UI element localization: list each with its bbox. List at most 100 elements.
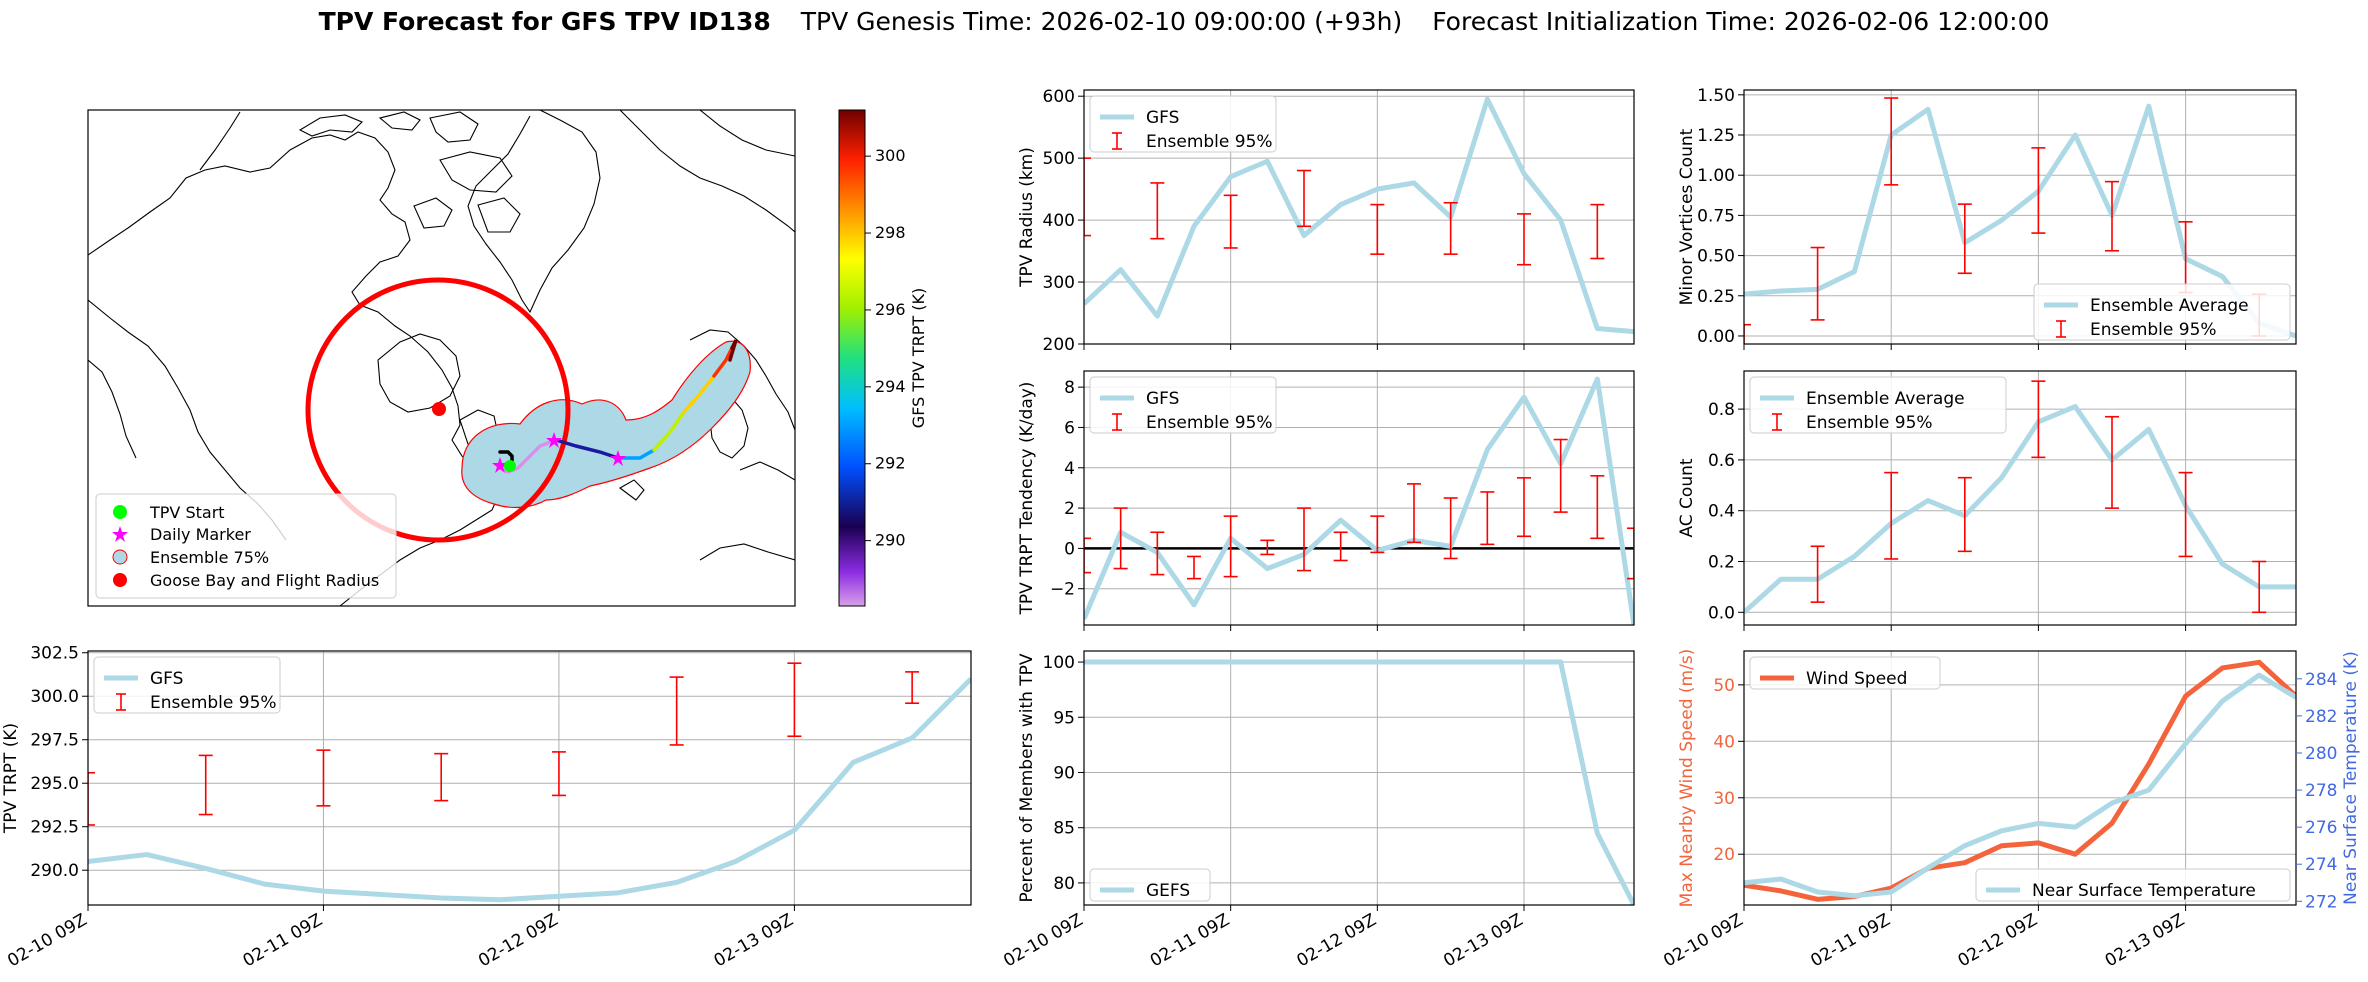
y-tick-label: 1.25 bbox=[1697, 126, 1735, 146]
y-tick-label: 1.50 bbox=[1697, 86, 1735, 106]
series-line-ensemble-average bbox=[1744, 103, 2296, 339]
y-tick-label: 297.5 bbox=[30, 731, 79, 751]
legend-errorbar-icon bbox=[1112, 132, 1122, 150]
series-line-ensemble-average bbox=[1744, 404, 2296, 615]
daily-marker bbox=[492, 457, 508, 473]
legend-box bbox=[1749, 656, 1941, 690]
y2-axis-label: Near Surface Temperature (K) bbox=[2341, 651, 2361, 905]
legend-box bbox=[93, 656, 281, 714]
error-bar bbox=[1223, 515, 1238, 578]
y-tick-label: 500 bbox=[1043, 149, 1075, 169]
map-frame bbox=[87, 109, 796, 607]
series-line-wind-speed bbox=[1744, 659, 2296, 902]
x-tick-label: 02-10 09Z bbox=[4, 910, 90, 971]
error-bar bbox=[1297, 507, 1311, 572]
y2-tick-label: 274 bbox=[2305, 855, 2337, 875]
error-bar bbox=[1297, 169, 1311, 228]
error-bar bbox=[2252, 560, 2267, 614]
y-tick-label: 40 bbox=[1713, 732, 1735, 752]
legend: GEFS bbox=[1089, 868, 1211, 902]
y2-tick-label: 284 bbox=[2305, 670, 2337, 690]
legend: Ensemble Average Ensemble 95% bbox=[1749, 376, 2007, 434]
y-tick-label: 30 bbox=[1713, 789, 1735, 809]
error-bar bbox=[88, 771, 95, 826]
y-tick-label: 80 bbox=[1053, 874, 1075, 894]
series-line-gfs bbox=[1084, 376, 1634, 625]
goose-bay-marker bbox=[432, 402, 446, 416]
y-tick-label: 100 bbox=[1043, 653, 1075, 673]
x-tick-label: 02-11 09Z bbox=[240, 910, 326, 971]
colorbar-tick-label: 296 bbox=[875, 300, 906, 319]
x-tick-label: 02-13 09Z bbox=[2102, 910, 2188, 971]
plot-area bbox=[1744, 380, 2296, 615]
colorbar-tick-label: 290 bbox=[875, 531, 906, 550]
error-bar bbox=[2105, 415, 2119, 509]
series-line-near-surface-temperature bbox=[1744, 672, 2296, 899]
legend-box bbox=[1089, 868, 1211, 902]
legend: Wind Speed bbox=[1749, 656, 1941, 690]
y-tick-label: 300.0 bbox=[30, 687, 79, 707]
legend-label: Ensemble 95% bbox=[1146, 132, 1273, 152]
colorbar-tick-label: 298 bbox=[875, 223, 906, 242]
error-bar bbox=[787, 662, 802, 738]
x-tick-label: 02-13 09Z bbox=[711, 910, 797, 971]
y2-tick-label: 272 bbox=[2305, 892, 2337, 912]
error-bar bbox=[1333, 531, 1348, 562]
legend-daily-icon bbox=[112, 526, 128, 542]
ensemble-75-region bbox=[461, 340, 751, 509]
chart-radius: 200 300 400 500 600 TPV Radius (km) GFS Ensembl… bbox=[1017, 87, 1635, 355]
y-tick-label: 0.2 bbox=[1708, 553, 1735, 573]
y-tick-label: 302.5 bbox=[30, 644, 79, 664]
error-bar bbox=[1084, 537, 1091, 574]
y-tick-label: 90 bbox=[1053, 763, 1075, 783]
error-bar bbox=[1884, 97, 1899, 186]
y-axis-label: Minor Vortices Count bbox=[1677, 128, 1697, 305]
daily-marker bbox=[610, 450, 626, 466]
y2-tick-label: 276 bbox=[2305, 818, 2337, 838]
plot-area bbox=[88, 662, 971, 903]
error-bar bbox=[316, 749, 331, 807]
error-bar bbox=[434, 752, 449, 802]
legend-label: Ensemble 95% bbox=[1146, 413, 1273, 433]
legend: GFS Ensemble 95% bbox=[93, 656, 281, 714]
y-tick-label: 290.0 bbox=[30, 861, 79, 881]
y-axis-label: TPV Radius (km) bbox=[1017, 147, 1037, 288]
legend-goose-icon bbox=[113, 573, 127, 587]
y-tick-label: 95 bbox=[1053, 708, 1075, 728]
legend-daily-label: Daily Marker bbox=[150, 525, 251, 544]
axes-frame bbox=[1743, 650, 2297, 906]
legend-errorbar-icon bbox=[1772, 413, 1782, 431]
plot-area bbox=[1084, 96, 1634, 335]
y2-tick-label: 282 bbox=[2305, 707, 2337, 727]
chart-minor: 0.00 0.25 0.50 0.75 1.00 1.25 1.50 Minor Vortic… bbox=[1677, 86, 2297, 350]
error-bar bbox=[1370, 203, 1385, 255]
legend-box bbox=[1089, 376, 1277, 434]
error-bar bbox=[2031, 147, 2046, 234]
axes-frame bbox=[1083, 89, 1635, 345]
error-bar bbox=[1113, 507, 1128, 570]
daily-marker bbox=[546, 432, 562, 448]
axes-frame bbox=[1743, 370, 2297, 626]
series-line-gfs bbox=[1084, 96, 1634, 335]
legend-box bbox=[2033, 283, 2291, 341]
colorbar-tick-label: 294 bbox=[875, 377, 906, 396]
x-tick-label: 02-11 09Z bbox=[1147, 910, 1233, 971]
map-panel: TPV Start Daily Marker Ensemble 75% Goos… bbox=[87, 109, 928, 607]
colorbar-tick-label: 300 bbox=[875, 146, 906, 165]
y-tick-label: 50 bbox=[1713, 676, 1735, 696]
daily-markers bbox=[492, 432, 626, 473]
error-bar bbox=[1084, 157, 1091, 237]
error-bar bbox=[1223, 194, 1238, 249]
y-tick-label: 292.5 bbox=[30, 818, 79, 838]
error-bar bbox=[198, 754, 213, 816]
chart-members: 80 85 90 95 100 02-10 09Z 02-11 09Z 02-12 09Z 02… bbox=[1000, 650, 1635, 971]
error-bar bbox=[1744, 323, 1751, 344]
chart-tendency: −2 0 2 4 6 8 TPV TRPT Tendency (K/day) GFS Ensem… bbox=[1017, 370, 1635, 631]
goose-bay-radius-circle bbox=[305, 277, 571, 543]
legend-label: Ensemble Average bbox=[1806, 389, 1965, 409]
legend-label: GFS bbox=[1146, 108, 1179, 128]
legend-errorbar-icon bbox=[1112, 413, 1122, 431]
error-bar bbox=[1370, 515, 1385, 554]
legend-label: Ensemble 95% bbox=[150, 693, 277, 713]
colorbar-label: GFS TPV TRPT (K) bbox=[909, 288, 928, 428]
